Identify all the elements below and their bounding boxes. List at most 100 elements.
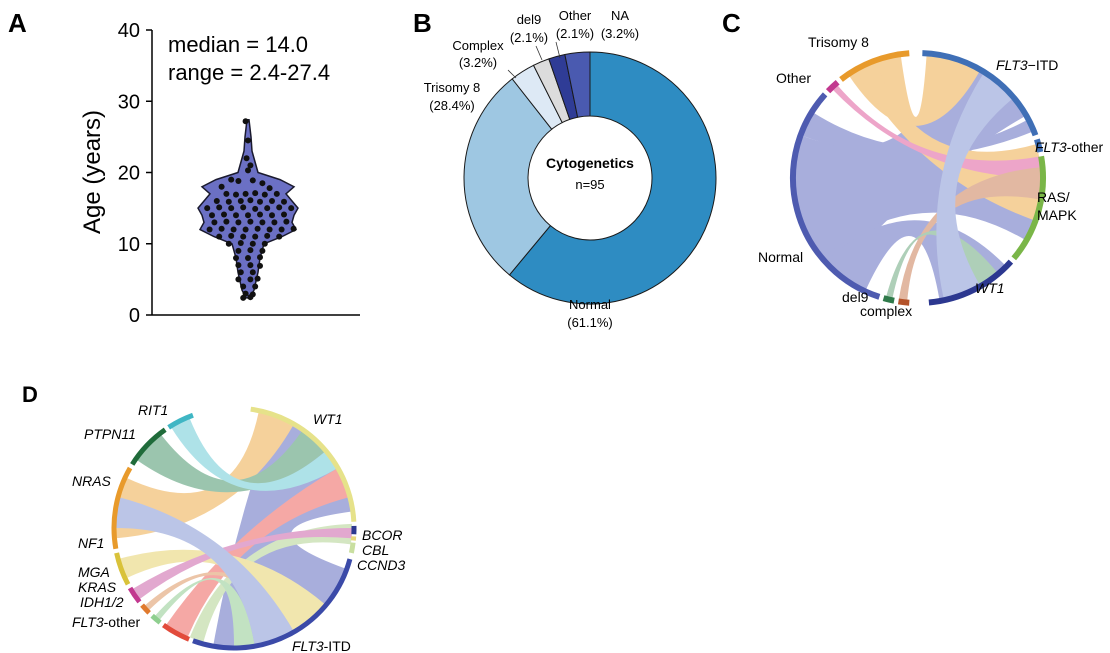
donut-center-title: Cytogenetics <box>546 155 634 171</box>
data-point <box>247 197 254 204</box>
segment-label-suffix: −ITD <box>1028 57 1059 73</box>
chord-segment-arc <box>192 558 353 651</box>
chord-segment-arc <box>922 50 1039 137</box>
data-point <box>245 167 251 174</box>
chord-ribbon <box>155 577 255 646</box>
chord-ribbons <box>795 55 1041 301</box>
panel-letter-d: D <box>22 382 38 407</box>
chord-segment-arc <box>928 259 1014 306</box>
chord-diagram-mutations: WT1 RIT1 PTPN11 NRAS NF1 MGA KRAS IDH1/2… <box>72 402 405 653</box>
data-point <box>247 276 254 283</box>
data-point <box>225 240 232 247</box>
slice-label-del9: del9 <box>517 12 542 27</box>
data-point <box>218 225 225 232</box>
data-point <box>243 155 250 162</box>
segment-label-nf1: NF1 <box>78 535 104 551</box>
segment-label-line1: RAS/ <box>1037 189 1070 205</box>
data-point <box>235 247 242 254</box>
donut-slice <box>508 51 717 305</box>
chord-segment-arc <box>348 542 356 554</box>
donut-center-subtitle: n=95 <box>575 177 604 192</box>
segment-label-mga: MGA <box>78 564 110 580</box>
data-point <box>261 240 268 247</box>
data-point <box>237 198 244 204</box>
data-point <box>252 190 259 197</box>
chord-segments <box>111 406 357 651</box>
segment-label-ccnd3: CCND3 <box>357 557 405 573</box>
slice-label-na: NA <box>611 8 629 23</box>
data-point <box>225 198 232 205</box>
data-point <box>209 212 215 219</box>
segment-label-complex: complex <box>860 303 912 319</box>
data-point <box>235 219 242 226</box>
chord-segment-arc <box>150 613 162 625</box>
segment-label-suffix: -other <box>1067 139 1104 155</box>
data-point <box>230 226 237 233</box>
chord-ribbon <box>132 528 352 600</box>
segment-label-italic: FLT3 <box>1035 139 1067 155</box>
data-point <box>257 198 263 205</box>
slice-label-trisomy8: Trisomy 8 <box>424 80 481 95</box>
data-point <box>218 183 225 190</box>
leader-line <box>535 45 543 61</box>
slice-label-normal: Normal <box>569 297 611 312</box>
data-point <box>223 190 230 197</box>
data-point <box>252 233 259 240</box>
chord-ribbon <box>936 73 1013 299</box>
data-point <box>206 226 213 233</box>
y-axis-label: Age (years) <box>79 110 106 234</box>
chord-segment-arc <box>127 586 142 604</box>
data-point <box>257 211 263 218</box>
data-point <box>247 294 254 301</box>
segment-label-italic: FLT3 <box>292 638 324 653</box>
y-axis-ticks: 0 10 20 30 40 <box>118 20 152 327</box>
data-point <box>290 225 297 232</box>
chord-segment-arc <box>167 412 194 430</box>
data-point <box>247 162 254 169</box>
chord-ribbon <box>886 230 998 299</box>
data-point <box>288 205 295 212</box>
data-point <box>278 226 285 233</box>
data-point <box>249 177 256 184</box>
segment-label-text: complex <box>860 303 912 319</box>
data-point <box>233 191 239 198</box>
chord-ribbon <box>832 85 1041 178</box>
data-point <box>269 198 275 204</box>
panel-letter-b: B <box>413 8 432 38</box>
segment-label-del9: del9 <box>842 289 869 305</box>
data-point <box>216 233 223 240</box>
data-point <box>283 218 290 225</box>
chord-segment-arc <box>250 406 357 522</box>
y-tick-label: 0 <box>129 305 140 327</box>
data-point <box>276 204 283 211</box>
data-point <box>211 219 218 226</box>
data-point <box>249 269 256 276</box>
slice-pct-complex: (3.2%) <box>459 55 497 70</box>
segment-label-text: Trisomy 8 <box>808 34 869 50</box>
segment-label-italic: FLT3 <box>996 57 1028 73</box>
data-point <box>245 137 251 144</box>
data-point <box>259 247 266 254</box>
data-point <box>233 255 239 261</box>
segment-label-italic: FLT3 <box>72 614 104 630</box>
data-points <box>204 118 297 301</box>
data-point <box>273 190 280 197</box>
panel-letter-c: C <box>722 8 741 38</box>
data-point <box>276 233 283 240</box>
data-point <box>242 226 249 233</box>
data-point <box>240 294 247 301</box>
chord-segment-arc <box>825 79 840 94</box>
data-point <box>245 255 251 261</box>
data-point <box>237 269 244 276</box>
chord-segment-arc <box>140 603 151 615</box>
data-point <box>237 240 244 247</box>
chord-segment-arc <box>839 50 910 82</box>
data-point <box>242 190 249 197</box>
data-point <box>259 219 266 226</box>
segment-label-bcor: BCOR <box>362 527 402 543</box>
donut-slice <box>463 78 553 276</box>
chord-segments <box>790 50 1046 306</box>
segment-label-ptpn11: PTPN11 <box>84 426 136 442</box>
range-annotation: range = 2.4-27.4 <box>168 60 330 85</box>
